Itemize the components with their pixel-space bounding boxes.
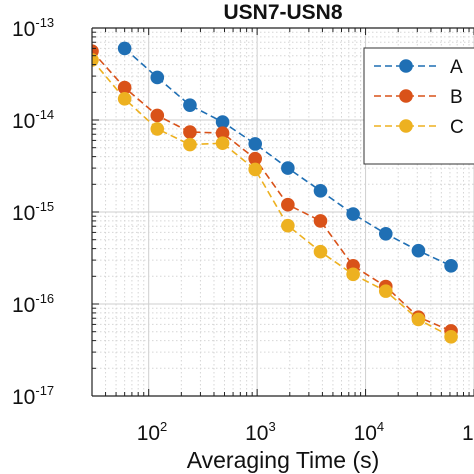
data-point bbox=[281, 197, 295, 212]
data-point bbox=[444, 259, 458, 273]
y-tick-label: 10-16 bbox=[12, 291, 54, 317]
y-tick-label: 10-17 bbox=[12, 383, 54, 409]
data-point bbox=[378, 284, 393, 298]
y-tick-label: 10-14 bbox=[12, 107, 54, 133]
data-point bbox=[215, 126, 230, 140]
data-point bbox=[248, 137, 263, 151]
x-tick-label: 104 bbox=[354, 419, 385, 445]
data-point bbox=[248, 151, 263, 166]
data-point bbox=[183, 98, 197, 112]
x-axis-label: Averaging Time (s) bbox=[187, 447, 380, 473]
legend-marker bbox=[399, 89, 413, 103]
legend-label: B bbox=[450, 87, 463, 108]
legend-marker bbox=[399, 119, 413, 133]
data-point bbox=[215, 136, 230, 150]
data-point bbox=[346, 207, 360, 221]
legend-label: A bbox=[450, 57, 463, 78]
data-point bbox=[117, 80, 132, 95]
data-point bbox=[117, 91, 132, 106]
data-point bbox=[117, 41, 132, 56]
series-line bbox=[92, 59, 452, 338]
chart-title: USN7-USN8 bbox=[223, 1, 342, 24]
data-point bbox=[150, 108, 165, 123]
data-point bbox=[281, 161, 295, 175]
legend-box bbox=[363, 47, 474, 165]
data-point bbox=[183, 137, 197, 152]
data-point bbox=[248, 162, 263, 177]
series-C bbox=[92, 53, 458, 344]
data-point bbox=[313, 244, 328, 259]
series-A bbox=[117, 41, 458, 273]
x-tick-label: 10 bbox=[462, 422, 474, 445]
x-tick-label: 103 bbox=[245, 419, 276, 445]
data-point bbox=[313, 214, 328, 228]
data-point bbox=[150, 70, 165, 85]
y-tick-label: 10-15 bbox=[12, 199, 54, 225]
data-point bbox=[150, 122, 165, 136]
data-point bbox=[411, 312, 426, 327]
data-point bbox=[444, 330, 458, 344]
data-point bbox=[411, 243, 426, 258]
data-point bbox=[378, 226, 393, 241]
legend: ABC bbox=[363, 47, 474, 165]
data-point bbox=[346, 267, 360, 282]
y-tick-label: 10-13 bbox=[12, 15, 54, 41]
data-point bbox=[92, 53, 99, 67]
data-point bbox=[183, 125, 197, 139]
series-layer bbox=[92, 41, 458, 344]
data-point bbox=[215, 115, 230, 129]
legend-label: C bbox=[450, 117, 464, 138]
data-point bbox=[281, 218, 295, 233]
axis-ticks: 102 103 104 10 10-13 10-14 10-15 10-16 10-17 bbox=[12, 15, 474, 445]
x-tick-label: 102 bbox=[137, 419, 168, 445]
legend-marker bbox=[399, 59, 413, 73]
data-point bbox=[313, 183, 328, 198]
